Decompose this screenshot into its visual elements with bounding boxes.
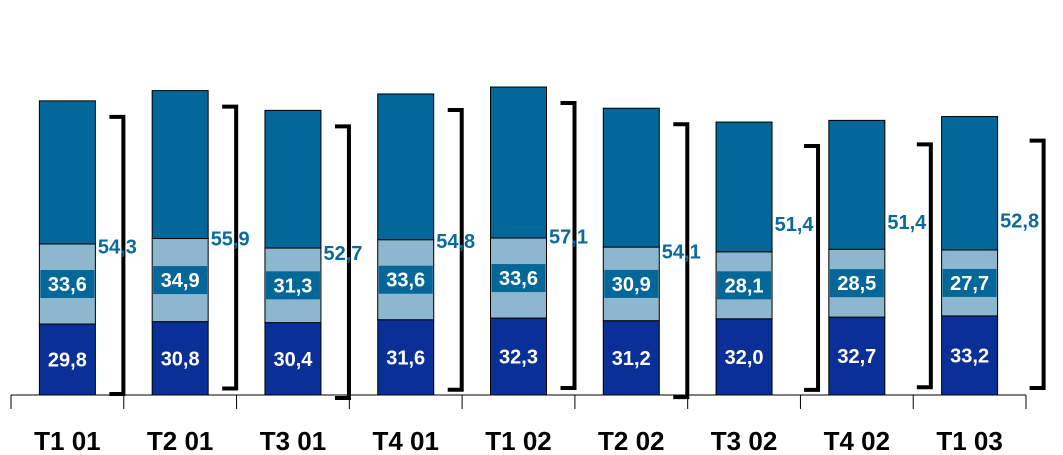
bracket-line — [804, 144, 821, 392]
data-label-middle: 27,7 — [950, 273, 989, 295]
x-tick-label: T4 01 — [372, 426, 439, 455]
data-label-middle: 34,9 — [161, 270, 200, 292]
bracket-label: 54,1 — [662, 242, 701, 264]
x-axis: T1 01 T2 01 T3 01 T4 01 T1 02 T2 02 T3 02 T4 02… — [10, 394, 1027, 455]
bar-segment-bottom — [941, 315, 999, 396]
bracket-line — [673, 122, 690, 400]
bar-segment-bottom — [602, 320, 660, 396]
bracket-label: 51,4 — [775, 214, 815, 236]
bracket-line — [334, 124, 351, 401]
data-label-middle: 28,1 — [725, 275, 764, 297]
bar-segment-bottom — [264, 322, 322, 396]
data-label-box — [153, 266, 208, 295]
bar-segment-top — [828, 119, 886, 250]
bracket-label: 54,3 — [98, 236, 137, 258]
data-label-bottom: 32,0 — [725, 347, 764, 369]
data-label-middle: 31,3 — [273, 275, 312, 297]
data-label-bottom: 30,4 — [273, 349, 313, 371]
data-label-middle: 30,9 — [612, 274, 651, 296]
bar-segment-top — [490, 86, 547, 239]
bar-segment-bottom — [38, 323, 96, 396]
bracket-label: 52,7 — [323, 243, 362, 265]
bracket-line — [222, 104, 239, 391]
bar-segment-bottom — [828, 316, 886, 396]
x-tick-label: T4 02 — [824, 426, 891, 455]
data-label-bottom: 33,2 — [950, 345, 989, 367]
bars-layer: 29,8 33,6 30,8 34,9 30,4 31,3 31,6 33,6 32,3 33,6… — [38, 86, 999, 396]
x-tick-label: T1 02 — [485, 426, 552, 455]
data-label-box — [491, 264, 546, 293]
bracket-label: 51,4 — [887, 212, 927, 234]
data-label-bottom: 32,7 — [837, 346, 876, 368]
bracket-label: 52,8 — [1000, 210, 1039, 232]
data-label-bottom: 29,8 — [48, 350, 87, 372]
data-label-box — [829, 269, 884, 298]
x-tick-label: T3 02 — [711, 426, 778, 455]
bracket-line — [109, 114, 126, 396]
bracket-line — [1029, 138, 1046, 390]
bar-segment-top — [151, 90, 209, 240]
bracket-line — [560, 101, 577, 391]
bar-segment-bottom — [715, 318, 773, 396]
data-label-bottom: 31,6 — [386, 347, 425, 369]
data-label-box — [717, 271, 772, 300]
bar-segment-top — [941, 116, 999, 251]
data-label-bottom: 31,2 — [612, 348, 651, 370]
x-tick-label: T3 01 — [260, 426, 327, 455]
data-label-middle: 33,6 — [386, 270, 425, 292]
bar-segment-bottom — [151, 321, 209, 396]
data-label-bottom: 30,8 — [161, 348, 200, 370]
x-tick-label: T1 01 — [34, 426, 101, 455]
data-label-middle: 33,6 — [48, 274, 87, 296]
data-label-bottom: 32,3 — [499, 347, 538, 369]
bracket-label: 57,1 — [549, 227, 588, 249]
bracket-label: 55,9 — [211, 229, 250, 251]
data-label-box — [604, 269, 659, 298]
data-label-box — [40, 270, 95, 299]
data-label-box — [942, 268, 997, 297]
x-tick-label: T2 01 — [147, 426, 214, 455]
data-label-box — [265, 271, 320, 300]
bar-segment-top — [602, 107, 660, 248]
bracket-label: 54,8 — [436, 231, 475, 253]
x-tick-label: T2 02 — [598, 426, 665, 455]
bracket-line — [916, 142, 933, 390]
bar-segment-top — [38, 100, 96, 245]
bracket-line — [447, 107, 464, 392]
bar-segment-top — [264, 109, 322, 249]
bar-segment-top — [715, 121, 773, 253]
data-label-middle: 33,6 — [499, 268, 538, 290]
bar-segment-top — [377, 93, 435, 241]
x-tick-label: T1 03 — [936, 426, 1003, 455]
data-label-box — [378, 265, 433, 294]
brackets-layer: 54,3 55,9 52,7 54,8 57,1 54,1 51,4 51,4 52,8 — [98, 101, 1046, 401]
data-label-middle: 28,5 — [837, 273, 876, 295]
